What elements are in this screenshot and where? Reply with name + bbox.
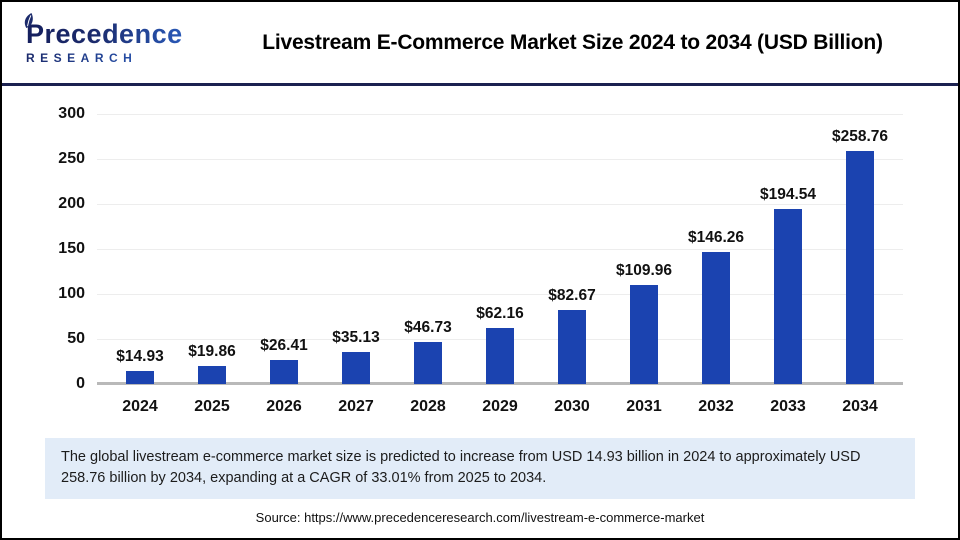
x-tick-label: 2025 xyxy=(194,398,230,415)
bar-value-label: $82.67 xyxy=(548,286,596,304)
x-axis-labels: 2024 2025 2026 2027 2028 2029 2030 2031 2032 2033… xyxy=(97,398,903,416)
x-tick-label: 2031 xyxy=(626,398,662,415)
y-tick-label: 250 xyxy=(58,150,85,167)
bar-column: $258.76 xyxy=(832,128,888,384)
bar xyxy=(414,341,442,384)
gridline xyxy=(97,204,903,205)
y-tick-label: 150 xyxy=(58,240,85,257)
bar-column: $14.93 xyxy=(116,348,164,384)
bar xyxy=(270,360,298,384)
y-axis: 0 50 100 150 200 250 300 xyxy=(35,105,85,392)
bar-column: $194.54 xyxy=(760,186,816,384)
x-tick-label: 2029 xyxy=(482,398,518,415)
gridline xyxy=(97,114,903,115)
gridline xyxy=(97,294,903,295)
precedence-research-logo: Precedence RESEARCH xyxy=(22,13,217,65)
bar-value-label: $26.41 xyxy=(260,337,308,355)
chart-title: Livestream E-Commerce Market Size 2024 t… xyxy=(262,30,883,54)
bar-column: $26.41 xyxy=(260,337,308,384)
bar-value-label: $35.13 xyxy=(332,329,380,347)
bar xyxy=(702,252,730,384)
x-tick-label: 2027 xyxy=(338,398,374,415)
bar-column: $19.86 xyxy=(188,343,236,384)
chart-region: 0 50 100 150 200 250 300 $14.93 $19.86 $26.41 $35… xyxy=(58,105,903,416)
bar-column: $35.13 xyxy=(332,329,380,384)
gridline xyxy=(97,249,903,250)
bars-container: $14.93 $19.86 $26.41 $35.13 $46.73 $62.16 $82.… xyxy=(97,114,903,384)
x-tick-label: 2033 xyxy=(770,398,806,415)
y-tick-label: 300 xyxy=(58,105,85,122)
bar-column: $62.16 xyxy=(476,305,524,384)
bar-value-label: $258.76 xyxy=(831,128,889,146)
y-tick-label: 50 xyxy=(67,330,85,347)
bar-value-label: $14.93 xyxy=(116,347,164,365)
bar-value-label: $19.86 xyxy=(188,343,236,361)
header: Precedence RESEARCH Livestream E-Commerc… xyxy=(2,2,958,86)
bar-value-label: $46.73 xyxy=(404,318,452,336)
leaf-icon xyxy=(24,13,33,29)
x-tick-label: 2034 xyxy=(842,398,878,415)
bar xyxy=(342,352,370,384)
bar-value-label: $146.26 xyxy=(687,229,745,247)
logo-subtitle: RESEARCH xyxy=(26,51,217,65)
x-tick-label: 2024 xyxy=(122,398,158,415)
bar-value-label: $62.16 xyxy=(476,305,524,323)
bar-column: $146.26 xyxy=(688,229,744,384)
bar xyxy=(558,309,586,384)
bar xyxy=(630,285,658,384)
y-tick-label: 100 xyxy=(58,285,85,302)
bar-column: $46.73 xyxy=(404,319,452,384)
summary-note: The global livestream e-commerce market … xyxy=(45,438,915,500)
x-tick-label: 2028 xyxy=(410,398,446,415)
x-tick-label: 2032 xyxy=(698,398,734,415)
x-tick-label: 2026 xyxy=(266,398,302,415)
y-tick-label: 200 xyxy=(58,195,85,212)
bar-value-label: $109.96 xyxy=(615,262,673,279)
logo-wordmark: Precedence xyxy=(26,20,217,49)
plot-area: 0 50 100 150 200 250 300 $14.93 $19.86 $26.41 $35… xyxy=(58,105,903,392)
x-tick-label: 2030 xyxy=(554,398,590,415)
bar xyxy=(486,328,514,384)
bar xyxy=(198,366,226,384)
bar-value-label: $194.54 xyxy=(759,185,817,203)
gridline xyxy=(97,159,903,160)
y-tick-label: 0 xyxy=(76,375,85,392)
bar-column: $109.96 xyxy=(616,262,672,384)
bar xyxy=(126,370,154,384)
bar-column: $82.67 xyxy=(548,287,596,384)
bar xyxy=(774,208,802,384)
source-line: Source: https://www.precedenceresearch.c… xyxy=(255,510,705,526)
bar xyxy=(846,151,874,384)
